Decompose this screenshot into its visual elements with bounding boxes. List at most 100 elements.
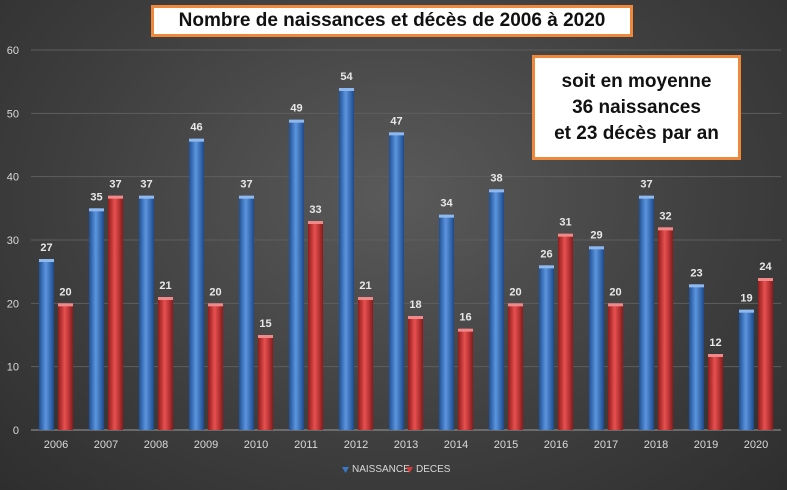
legend-marker-naissance [342,467,349,473]
bar-naissance-2009 [189,138,204,430]
x-tick-label: 2009 [194,439,218,451]
data-label: 49 [290,103,302,115]
legend-label-naissance: NAISSANCE [352,464,410,475]
data-label: 18 [409,299,421,311]
bar-deces-2006 [58,303,73,430]
bar-cap [258,335,273,338]
legend: NAISSANCE DECES [342,464,451,475]
bar-naissance-2016 [539,265,554,430]
y-axis: 0 10 20 30 40 50 60 [7,45,19,437]
bar-naissance-2018 [639,195,654,430]
bars: 27 20 35 37 37 21 46 20 37 15 49 33 54 21 47 18 34 16 38 20… [39,71,773,431]
bar-naissance-2019 [689,284,704,430]
bar-cap [389,132,404,136]
data-label: 37 [240,179,252,191]
x-tick-label: 2007 [94,439,118,451]
x-tick-label: 2006 [44,439,68,451]
y-tick-label: 60 [7,45,19,57]
bar-naissance-2014 [439,214,454,430]
bar-cap [489,189,504,193]
data-label: 20 [509,286,521,298]
bar-cap [558,233,573,237]
legend-marker-deces [406,467,413,473]
bar-deces-2017 [608,303,623,430]
bar-cap [408,316,423,319]
data-label: 21 [159,280,171,292]
legend-label-deces: DECES [416,464,451,475]
bar-naissance-2007 [89,208,104,430]
bar-deces-2012 [358,297,373,430]
bar-deces-2020 [758,278,773,430]
bar-cap [239,195,254,199]
bar-cap [308,221,323,224]
data-label: 29 [590,229,602,241]
data-label: 20 [209,286,221,298]
data-label: 35 [90,191,102,203]
data-label: 16 [459,312,471,324]
y-tick-label: 10 [7,362,19,374]
bar-cap [708,354,723,357]
bar-naissance-2015 [489,189,504,430]
x-tick-label: 2012 [344,439,368,451]
bar-naissance-2006 [39,259,54,430]
data-label: 37 [640,179,652,191]
x-tick-label: 2013 [394,439,418,451]
annotation-line-3: et 23 décès par an [554,122,719,144]
bar-naissance-2012 [339,88,354,430]
y-tick-label: 50 [7,108,19,120]
data-label: 27 [40,242,52,254]
bar-deces-2008 [158,297,173,430]
x-tick-label: 2016 [544,439,568,451]
bar-deces-2014 [458,328,473,430]
bar-deces-2007 [108,195,123,430]
gridlines [31,49,781,431]
bar-cap [689,284,704,288]
bar-cap [358,297,373,300]
bar-deces-2013 [408,316,423,430]
data-label: 32 [659,210,671,222]
bar-deces-2018 [658,227,673,430]
data-label: 33 [309,204,321,216]
data-label: 47 [390,115,402,127]
annotation-line-1: soit en moyenne [561,70,712,92]
x-tick-label: 2018 [644,439,668,451]
bar-naissance-2008 [139,195,154,430]
x-axis: 2006 2007 2008 2009 2010 2011 2012 2013 2014 2015… [44,439,768,451]
bar-cap [508,303,523,307]
bar-deces-2010 [258,335,273,430]
bar-cap [758,278,773,281]
bar-cap [108,195,123,199]
bar-naissance-2013 [389,132,404,431]
bar-cap [608,303,623,307]
bar-cap [658,227,673,231]
x-tick-label: 2008 [144,439,168,451]
bar-cap [208,303,223,307]
data-label: 19 [740,293,752,305]
data-label: 24 [759,261,772,273]
y-tick-label: 20 [7,298,19,310]
bar-cap [158,297,173,300]
data-label: 34 [440,198,453,210]
bar-cap [458,328,473,332]
data-label: 54 [340,71,353,83]
bar-naissance-2011 [289,119,304,431]
data-label: 46 [190,122,202,134]
x-tick-label: 2010 [244,439,268,451]
x-tick-label: 2020 [744,439,768,451]
data-label: 15 [259,318,271,330]
bar-cap [89,208,104,212]
y-tick-label: 30 [7,235,19,247]
data-label: 37 [140,179,152,191]
y-tick-label: 0 [13,425,19,437]
bar-deces-2011 [308,221,323,430]
bar-deces-2019 [708,354,723,430]
bar-cap [339,88,354,91]
chart-title: Nombre de naissances et décès de 2006 à … [151,5,633,37]
bar-cap [439,214,454,218]
bar-cap [139,195,154,199]
x-tick-label: 2019 [694,439,718,451]
data-label: 31 [559,217,571,229]
x-tick-label: 2011 [294,439,318,451]
data-label: 20 [59,286,71,298]
